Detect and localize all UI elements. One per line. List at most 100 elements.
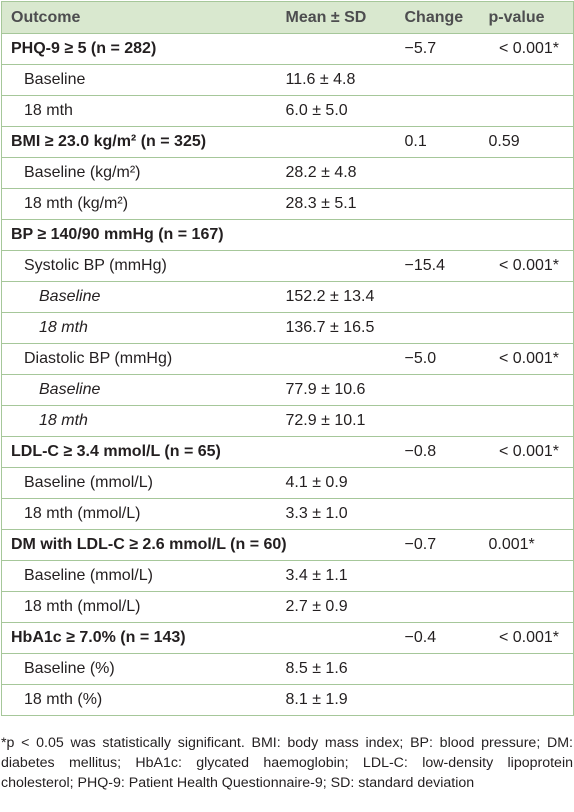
p-value-cell: < 0.001* [482,33,574,65]
change-cell [395,281,483,313]
change-cell: 0.1 [395,126,483,158]
table-row: PHQ-9 ≥ 5 (n = 282) −5.7 < 0.001* [1,33,574,65]
outcome-cell: 18 mth [1,95,278,127]
outcome-cell: Systolic BP (mmHg) [1,250,278,282]
outcome-cell: LDL-C ≥ 3.4 mmol/L (n = 65) [1,436,278,468]
p-value-cell [482,560,574,592]
p-value-cell [482,405,574,437]
table-row: Baseline 152.2 ± 13.4 [1,281,574,313]
outcome-cell: Baseline (mmol/L) [1,467,278,499]
outcome-cell: BP ≥ 140/90 mmHg (n = 167) [1,219,278,251]
outcome-cell: DM with LDL-C ≥ 2.6 mmol/L (n = 60) [1,529,287,561]
table-row: LDL-C ≥ 3.4 mmol/L (n = 65) −0.8 < 0.001* [1,436,574,468]
table-row: Baseline 77.9 ± 10.6 [1,374,574,406]
header-outcome: Outcome [1,1,278,34]
change-cell [395,498,483,530]
table-row: 18 mth 72.9 ± 10.1 [1,405,574,437]
table-row: 18 mth (mmol/L) 2.7 ± 0.9 [1,591,574,623]
mean-sd-cell: 8.1 ± 1.9 [277,684,396,716]
change-cell [395,560,483,592]
mean-sd-cell [277,529,396,561]
p-value-cell [482,281,574,313]
p-value-cell [482,64,574,96]
table-row: 18 mth (%) 8.1 ± 1.9 [1,684,574,716]
table-row: Baseline (%) 8.5 ± 1.6 [1,653,574,685]
table-row: Baseline (mmol/L) 4.1 ± 0.9 [1,467,574,499]
p-value-cell: < 0.001* [482,622,574,654]
header-p-value: p-value [482,1,574,34]
change-cell [395,312,483,344]
outcome-cell: 18 mth [1,405,278,437]
outcome-cell: Baseline [1,374,278,406]
mean-sd-cell: 11.6 ± 4.8 [277,64,396,96]
mean-sd-cell: 72.9 ± 10.1 [277,405,396,437]
mean-sd-cell [277,343,396,375]
outcome-cell: PHQ-9 ≥ 5 (n = 282) [1,33,278,65]
mean-sd-cell: 8.5 ± 1.6 [277,653,396,685]
p-value-cell: < 0.001* [482,250,574,282]
p-value-cell [482,467,574,499]
table-row: BP ≥ 140/90 mmHg (n = 167) [1,219,574,251]
p-value-cell [482,312,574,344]
outcome-cell: 18 mth [1,312,278,344]
p-value-cell [482,95,574,127]
mean-sd-cell: 3.4 ± 1.1 [277,560,396,592]
p-value-cell [482,157,574,189]
table-row: 18 mth (kg/m²) 28.3 ± 5.1 [1,188,574,220]
change-cell: −15.4 [395,250,483,282]
mean-sd-cell: 152.2 ± 13.4 [277,281,396,313]
outcome-cell: Baseline [1,281,278,313]
mean-sd-cell: 2.7 ± 0.9 [277,591,396,623]
table-row: DM with LDL-C ≥ 2.6 mmol/L (n = 60) −0.7 0… [1,529,574,561]
outcome-cell: Baseline (mmol/L) [1,560,278,592]
change-cell [395,653,483,685]
table-row: Baseline (mmol/L) 3.4 ± 1.1 [1,560,574,592]
change-cell [395,188,483,220]
p-value-cell: 0.001* [482,529,574,561]
change-cell [395,405,483,437]
change-cell [395,64,483,96]
mean-sd-cell [277,436,396,468]
outcome-cell: 18 mth (mmol/L) [1,498,278,530]
mean-sd-cell [277,219,396,251]
p-value-cell: < 0.001* [482,436,574,468]
change-cell [395,219,483,251]
mean-sd-cell [277,33,396,65]
table-row: 18 mth 136.7 ± 16.5 [1,312,574,344]
mean-sd-cell: 28.3 ± 5.1 [277,188,396,220]
table-header-row: Outcome Mean ± SD Change p-value [1,1,574,34]
change-cell [395,95,483,127]
table-row: BMI ≥ 23.0 kg/m² (n = 325) 0.1 0.59 [1,126,574,158]
outcome-cell: 18 mth (mmol/L) [1,591,278,623]
table-row: 18 mth 6.0 ± 5.0 [1,95,574,127]
table-body: PHQ-9 ≥ 5 (n = 282) −5.7 < 0.001* Baseline 1… [1,33,574,716]
table-row: Baseline (kg/m²) 28.2 ± 4.8 [1,157,574,189]
change-cell: −0.7 [395,529,483,561]
outcome-cell: Baseline (%) [1,653,278,685]
p-value-cell [482,374,574,406]
p-value-cell [482,219,574,251]
mean-sd-cell: 4.1 ± 0.9 [277,467,396,499]
table-row: Baseline 11.6 ± 4.8 [1,64,574,96]
mean-sd-cell [277,250,396,282]
outcome-cell: BMI ≥ 23.0 kg/m² (n = 325) [1,126,278,158]
mean-sd-cell: 6.0 ± 5.0 [277,95,396,127]
table-row: 18 mth (mmol/L) 3.3 ± 1.0 [1,498,574,530]
p-value-cell: < 0.001* [482,343,574,375]
p-value-cell: 0.59 [482,126,574,158]
change-cell: −5.0 [395,343,483,375]
outcome-cell: 18 mth (kg/m²) [1,188,278,220]
p-value-cell [482,684,574,716]
p-value-cell [482,653,574,685]
change-cell: −0.4 [395,622,483,654]
mean-sd-cell [277,126,396,158]
change-cell [395,157,483,189]
mean-sd-cell: 28.2 ± 4.8 [277,157,396,189]
outcome-cell: HbA1c ≥ 7.0% (n = 143) [1,622,278,654]
outcomes-table: Outcome Mean ± SD Change p-value PHQ-9 ≥… [1,1,574,716]
p-value-cell [482,498,574,530]
mean-sd-cell [277,622,396,654]
change-cell: −5.7 [395,33,483,65]
p-value-cell [482,591,574,623]
